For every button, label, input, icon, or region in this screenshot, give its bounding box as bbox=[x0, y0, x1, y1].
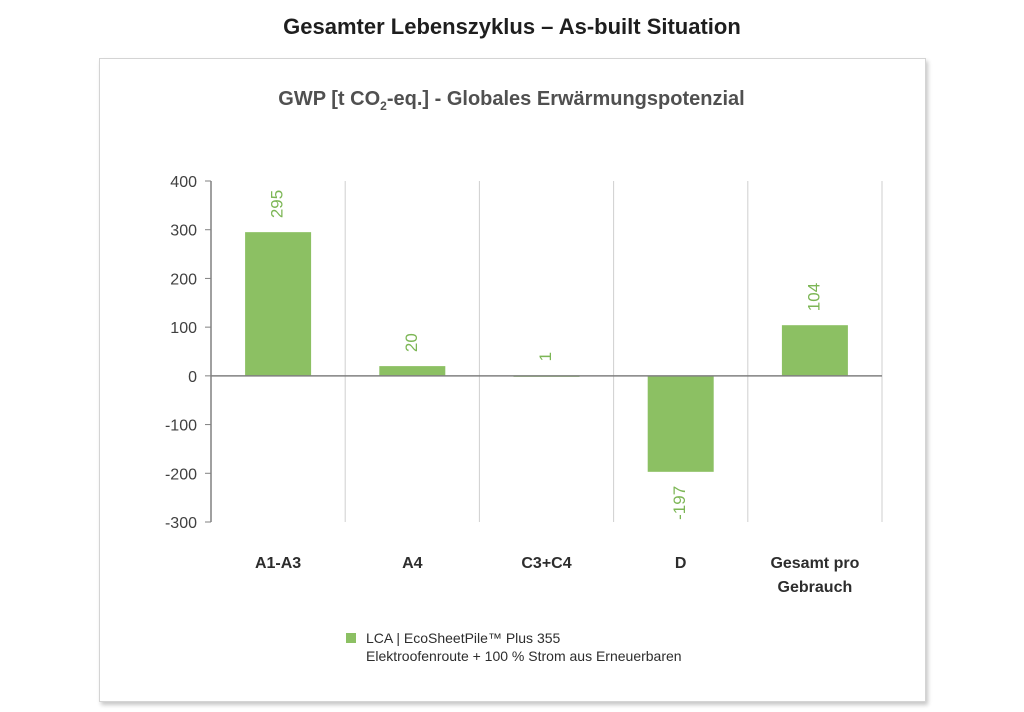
bar bbox=[379, 366, 446, 376]
y-tick-label: 400 bbox=[170, 174, 197, 191]
legend-text: LCA | EcoSheetPile™ Plus 355 Elektroofen… bbox=[366, 629, 682, 665]
data-label: 20 bbox=[402, 333, 421, 352]
x-tick-label: C3+C4 bbox=[521, 555, 571, 572]
chart-title-pre: GWP [t CO bbox=[278, 88, 381, 110]
bar bbox=[781, 325, 848, 376]
y-tick-label: 300 bbox=[170, 223, 197, 240]
legend-series-name-line2: Elektroofenroute + 100 % Strom aus Erneu… bbox=[366, 648, 682, 664]
y-tick-label: 100 bbox=[170, 320, 197, 337]
data-label: 295 bbox=[268, 190, 287, 218]
x-tick-label: D bbox=[675, 555, 687, 572]
legend-series-name: LCA | EcoSheetPile™ Plus 355 bbox=[366, 630, 561, 646]
y-tick-label: -300 bbox=[165, 515, 197, 532]
y-tick-label: 0 bbox=[188, 369, 197, 386]
data-label: -197 bbox=[670, 486, 689, 520]
y-tick-label: 200 bbox=[170, 271, 197, 288]
bar bbox=[647, 375, 714, 472]
page-title: Gesamter Lebenszyklus – As-built Situati… bbox=[283, 14, 741, 39]
chart-title: GWP [t CO2-eq.] - Globales Erwärmungspot… bbox=[99, 88, 924, 113]
chart-title-sub: 2 bbox=[380, 99, 387, 113]
chart-frame bbox=[99, 58, 926, 702]
y-tick-label: -100 bbox=[165, 418, 197, 435]
x-tick-label: Gesamt pro Gebrauch bbox=[770, 555, 859, 596]
x-tick-label: A4 bbox=[402, 555, 423, 572]
legend-swatch bbox=[346, 633, 356, 643]
y-tick-label: -200 bbox=[165, 466, 197, 483]
x-tick-label: A1-A3 bbox=[255, 555, 301, 572]
bar bbox=[245, 232, 312, 376]
data-label: 1 bbox=[536, 352, 555, 361]
data-label: 104 bbox=[804, 283, 823, 311]
chart-title-post: -eq.] - Globales Erwärmungspotenzial bbox=[386, 88, 745, 110]
